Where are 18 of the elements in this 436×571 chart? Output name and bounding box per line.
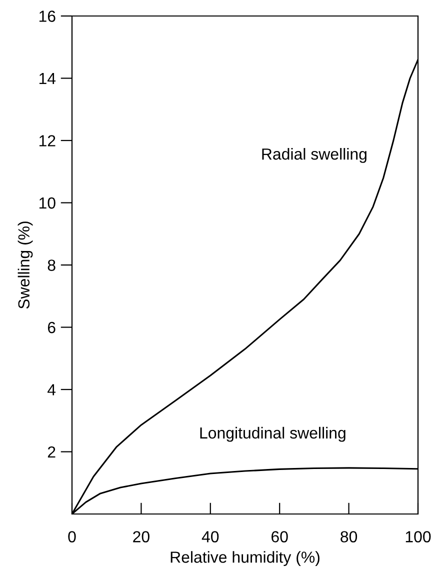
y-tick-label: 14 [39,73,56,84]
y-tick-label: 12 [39,135,56,146]
y-tick-label: 10 [39,197,56,209]
x-axis-title: Relative humidity (%) [170,551,320,566]
y-tick-label: 6 [48,322,56,334]
x-tick-label: 100 [406,531,431,542]
x-tick-label: 20 [133,531,150,542]
y-tick-label: 8 [48,260,56,271]
y-tick-label: 16 [39,10,56,22]
y-tick-label: 2 [48,446,56,458]
x-tick-label: 40 [202,531,219,542]
y-tick-label: 4 [48,384,56,396]
x-tick-label: 0 [68,531,76,542]
x-tick-label: 60 [272,531,288,542]
series-label: Longitudinal swelling [200,426,346,442]
x-tick-label: 80 [340,531,358,542]
y-axis-title: Swelling (%) [18,222,33,309]
series-label: Radial swelling [262,148,366,163]
